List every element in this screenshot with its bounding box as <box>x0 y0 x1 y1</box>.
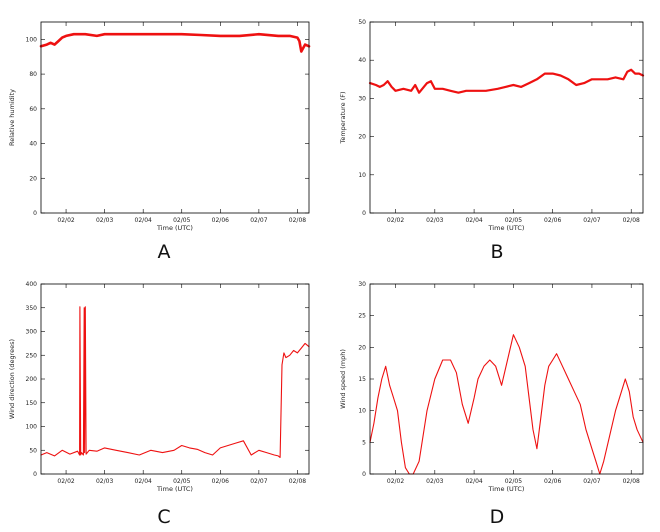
y-tick-label: 60 <box>29 106 37 113</box>
y-tick-label: 5 <box>362 439 366 446</box>
y-tick-label: 15 <box>358 376 366 383</box>
x-tick-label: 02/08 <box>289 478 306 485</box>
y-tick-label: 300 <box>26 329 38 336</box>
y-tick-label: 10 <box>358 172 366 179</box>
y-tick-label: 30 <box>358 95 366 102</box>
panel-b: 0 10 20 30 40 50 02/02 02/03 02/04 02/05 02/06 02/0… <box>339 19 645 263</box>
y-tick-label: 150 <box>26 400 38 407</box>
y-tick-label: 0 <box>33 471 37 478</box>
x-tick-label: 02/07 <box>250 217 267 224</box>
panel-letter: D <box>490 506 505 528</box>
x-axis-label: Time (UTC) <box>156 224 193 232</box>
panel-letter: A <box>158 241 171 263</box>
y-axis-label: Relative humidity <box>8 89 16 146</box>
y-tick-label: 25 <box>358 313 366 320</box>
y-tick-label: 0 <box>33 210 37 217</box>
y-tick-label: 50 <box>29 447 37 454</box>
x-axis-label: Time (UTC) <box>488 224 525 232</box>
x-tick-label: 02/02 <box>387 217 404 224</box>
x-tick-label: 02/04 <box>135 217 152 224</box>
y-tick-label: 30 <box>358 281 366 288</box>
plot-frame <box>40 21 310 214</box>
x-tick-label: 02/07 <box>583 478 600 485</box>
y-tick-label: 0 <box>362 210 366 217</box>
y-tick-label: 250 <box>26 352 38 359</box>
x-tick-label: 02/03 <box>96 478 113 485</box>
plot-frame <box>369 21 644 214</box>
panel-c: 0 50 100 150 200 250 300 350 400 02/02 02/03 02/04 0… <box>8 281 310 528</box>
panel-a: 0 20 40 60 80 100 02/02 02/03 02/04 02/05 02/06 02/… <box>8 21 311 263</box>
y-axis-label: Temperature (F) <box>339 91 347 144</box>
panel-d: 0 5 10 15 20 25 30 02/02 02/03 02/04 02/05 02/06 02/… <box>339 281 644 528</box>
series-line <box>369 334 644 475</box>
y-tick-label: 200 <box>26 376 38 383</box>
x-tick-label: 02/05 <box>505 478 522 485</box>
x-tick-label: 02/03 <box>96 217 113 224</box>
x-tick-label: 02/02 <box>57 217 74 224</box>
y-tick-label: 100 <box>26 424 38 431</box>
x-tick-label: 02/03 <box>426 478 443 485</box>
y-tick-label: 100 <box>26 36 38 43</box>
y-tick-label: 20 <box>358 344 366 351</box>
x-tick-label: 02/02 <box>57 478 74 485</box>
y-tick-label: 20 <box>358 134 366 141</box>
y-tick-label: 0 <box>362 471 366 478</box>
x-tick-label: 02/06 <box>544 217 561 224</box>
y-axis-label: Wind speed (mph) <box>339 349 347 409</box>
x-tick-label: 02/05 <box>173 478 190 485</box>
x-tick-label: 02/05 <box>505 217 522 224</box>
x-tick-label: 02/04 <box>465 478 482 485</box>
x-tick-label: 02/07 <box>583 217 600 224</box>
x-tick-label: 02/08 <box>289 217 306 224</box>
x-axis-label: Time (UTC) <box>488 485 525 493</box>
y-tick-label: 350 <box>26 305 38 312</box>
y-tick-label: 10 <box>358 408 366 415</box>
y-tick-label: 80 <box>29 71 37 78</box>
x-tick-label: 02/03 <box>426 217 443 224</box>
x-tick-label: 02/08 <box>623 478 640 485</box>
x-tick-label: 02/05 <box>173 217 190 224</box>
x-tick-label: 02/08 <box>623 217 640 224</box>
x-tick-label: 02/04 <box>135 478 152 485</box>
x-tick-label: 02/04 <box>465 217 482 224</box>
x-tick-label: 02/06 <box>212 478 229 485</box>
plot-frame <box>40 283 310 475</box>
y-axis-label: Wind direction (degrees) <box>8 339 16 419</box>
series-line <box>368 68 645 94</box>
y-tick-label: 50 <box>358 19 366 26</box>
panel-letter: B <box>490 241 503 263</box>
y-tick-label: 40 <box>358 57 366 64</box>
x-tick-label: 02/07 <box>250 478 267 485</box>
y-tick-label: 20 <box>29 175 37 182</box>
x-tick-label: 02/06 <box>212 217 229 224</box>
series-line <box>40 306 310 458</box>
panel-letter: C <box>157 506 170 528</box>
plot-frame <box>369 283 644 475</box>
x-axis-label: Time (UTC) <box>156 485 193 493</box>
x-tick-label: 02/06 <box>544 478 561 485</box>
y-tick-label: 40 <box>29 141 37 148</box>
series-line <box>39 32 311 53</box>
x-tick-label: 02/02 <box>387 478 404 485</box>
y-tick-label: 400 <box>26 281 38 288</box>
